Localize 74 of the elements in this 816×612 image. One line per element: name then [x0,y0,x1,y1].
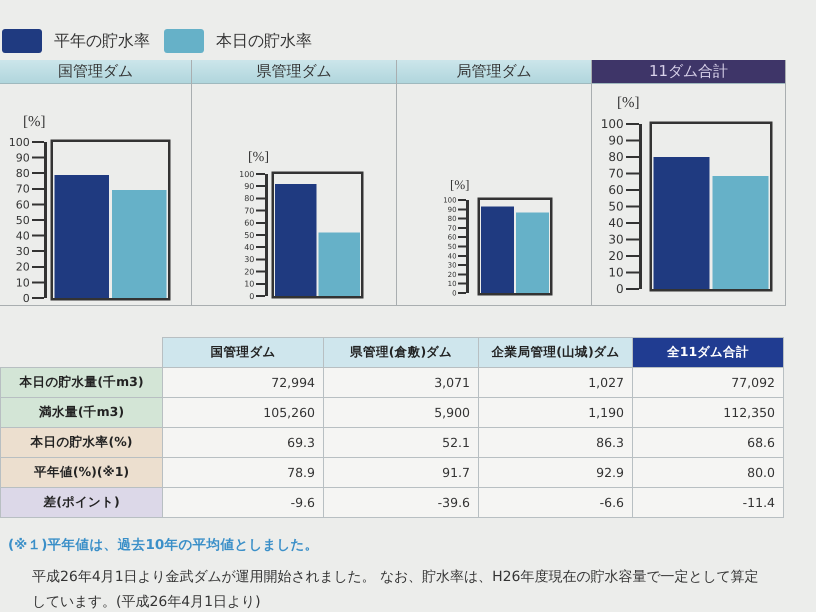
y-tick-label: 20 [244,267,254,276]
text: 平成26年4月1日より金武ダムが運用開始されました。 なお、貯水率は、H26年度現在の貯水容量で一定として算定しています。(平成26年4月1日より) [32,568,760,612]
y-axis-title: [%] [248,150,269,165]
y-tick-label: 20 [16,260,30,274]
y-tick-label: 100 [600,117,624,132]
y-tick-label: 50 [608,200,624,214]
y-tick-label: 70 [608,166,624,181]
category-label: 企業局管理(山城)ダム [478,338,632,368]
y-tick-label: 60 [244,218,254,228]
category-label: 県管理(倉敷)ダム [324,338,478,368]
text: 92.9 [596,465,624,480]
category-label: 国管理ダム [162,338,324,368]
y-tick-label: 70 [244,206,254,216]
text: 68.6 [747,435,775,450]
category-label: 本日の貯水率(%) [30,434,132,449]
y-tick-label: 80 [16,167,30,180]
y-tick-label: 100 [239,170,254,179]
text: 5,900 [434,405,470,420]
text: -9.6 [290,495,315,510]
text: 52.1 [442,435,470,450]
y-tick-label: 60 [608,183,624,198]
text: 77,092 [731,375,775,390]
y-tick-label: 60 [16,198,30,212]
y-tick-label: 0 [249,292,254,301]
category-label: 平年値(%)(※1) [34,464,130,479]
text: 1,190 [588,405,624,420]
text: 112,350 [723,405,775,420]
chart-title: 県管理ダム [192,60,396,84]
text: 1,027 [588,375,624,390]
text: 91.7 [442,465,470,480]
text: 72,994 [271,375,315,390]
text: -39.6 [438,495,470,510]
y-tick-label: 70 [16,182,30,196]
y-tick-label: 30 [244,255,254,264]
y-tick-label: 10 [244,280,254,289]
y-tick-label: 20 [608,249,624,264]
y-axis-title: [%] [617,95,640,111]
y-tick-label: 90 [244,182,254,191]
y-tick-label: 50 [244,230,254,240]
chart-title: 国管理ダム [0,60,191,84]
category-label: 本日の貯水量(千m3) [19,374,144,389]
text: 69.3 [287,435,315,450]
category-label: 全11ダム合計 [632,338,784,368]
text: 105,260 [263,405,315,420]
category-label: 満水量(千m3) [38,404,124,419]
y-axis-title: [%] [23,114,46,130]
legend-label: 平年の貯水率 [54,30,150,52]
y-tick-label: 10 [608,266,624,280]
y-tick-label: 10 [16,276,30,290]
y-tick-label: 30 [16,245,30,258]
y-tick-label: 30 [608,232,624,247]
y-tick-label: 40 [16,229,30,242]
y-axis-title: [%] [450,177,470,192]
y-tick-label: 90 [608,134,624,148]
y-tick-label: 0 [22,292,30,305]
category-label: 差(ポイント) [43,494,120,509]
text: -11.4 [742,495,775,510]
text: -6.6 [600,495,624,510]
y-tick-label: 90 [16,151,30,164]
y-tick-label: 80 [244,194,254,204]
legend-label: 本日の貯水率 [216,30,312,52]
y-tick-label: 40 [244,243,254,252]
text: 3,071 [434,375,470,390]
text: 80.0 [747,465,775,480]
y-tick-label: 50 [16,214,30,227]
chart-title: 局管理ダム [397,60,591,84]
text: (※１)平年値は、過去10年の平均値としました。 [8,536,320,555]
y-tick-label: 40 [608,216,624,230]
y-tick-label: 80 [608,150,624,164]
chart-title: 11ダム合計 [592,60,785,84]
text: 86.3 [596,435,624,450]
y-tick-label: 0 [616,282,624,296]
text: 78.9 [287,465,315,480]
y-tick-label: 100 [8,136,30,149]
